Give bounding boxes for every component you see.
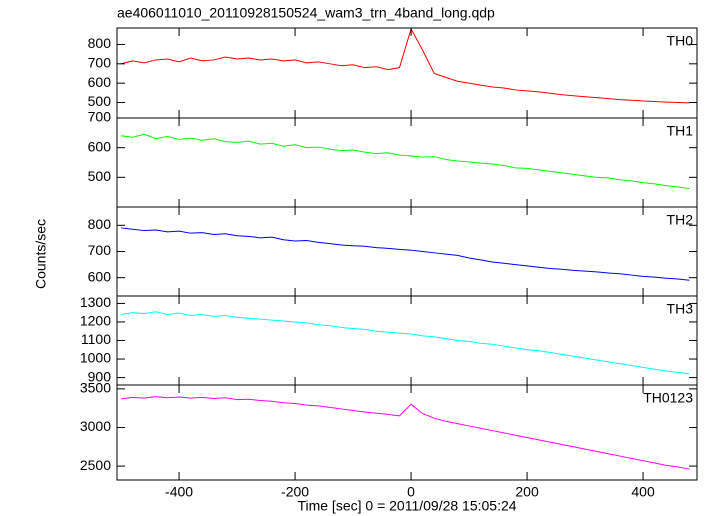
- x-tick-label: -200: [281, 484, 309, 500]
- x-axis-label: Time [sec] 0 = 2011/09/28 15:05:24: [297, 498, 516, 514]
- y-axis-label: Counts/sec: [33, 219, 49, 289]
- y-tick-label: 500: [88, 168, 112, 184]
- panel-label: TH1: [667, 123, 694, 139]
- y-tick-label: 600: [88, 138, 112, 154]
- data-line: [121, 227, 690, 281]
- y-tick-label: 600: [88, 74, 112, 90]
- x-tick-label: -400: [165, 484, 193, 500]
- y-tick-label: 700: [88, 109, 112, 125]
- y-tick-label: 3000: [80, 418, 111, 434]
- y-tick-label: 800: [88, 35, 112, 51]
- panel-label: TH0123: [643, 390, 693, 406]
- data-line: [120, 311, 690, 375]
- y-tick-label: 1300: [80, 294, 111, 310]
- panel-label: TH0: [667, 33, 694, 49]
- y-tick-label: 700: [88, 242, 112, 258]
- data-line: [120, 28, 690, 104]
- panel-label: TH3: [667, 301, 694, 317]
- y-tick-label: 900: [88, 368, 112, 384]
- y-tick-label: 700: [88, 55, 112, 71]
- y-tick-label: 2500: [80, 457, 111, 473]
- x-tick-label: 400: [631, 484, 655, 500]
- y-tick-label: 3500: [80, 380, 111, 396]
- x-tick-label: 0: [407, 484, 415, 500]
- y-tick-label: 600: [88, 268, 112, 284]
- y-tick-label: 1200: [80, 313, 111, 329]
- data-line: [120, 396, 690, 470]
- chart-title: ae406011010_20110928150524_wam3_trn_4ban…: [117, 5, 495, 21]
- y-tick-label: 1100: [81, 331, 111, 347]
- data-line: [120, 133, 690, 190]
- y-tick-label: 500: [88, 93, 112, 109]
- panel-frame: [116, 384, 698, 481]
- y-tick-label: 1000: [80, 350, 111, 366]
- x-tick-label: 200: [515, 484, 539, 500]
- y-tick-label: 800: [88, 216, 112, 232]
- panel-label: TH2: [667, 212, 694, 228]
